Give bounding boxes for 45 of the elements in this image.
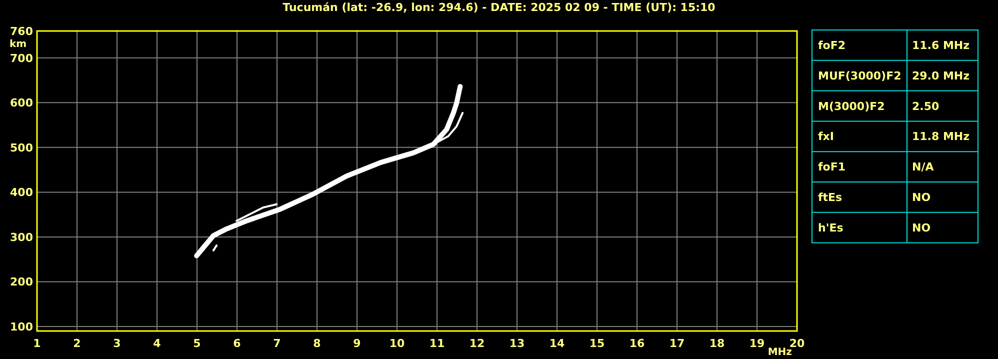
- y-tick-label: 300: [10, 230, 34, 244]
- x-tick-label: 15: [589, 337, 605, 350]
- x-tick-label: 19: [749, 337, 765, 350]
- text: NO: [912, 221, 931, 234]
- y-tick-label: 200: [10, 276, 34, 289]
- y-tick-label: 700: [10, 52, 34, 65]
- x-tick-label: 12: [469, 337, 485, 350]
- category-label: foF2: [818, 39, 846, 52]
- y-tick-label: 100: [10, 320, 34, 334]
- text: 29.0 MHz: [912, 69, 970, 82]
- text: 11.6 MHz: [912, 39, 970, 52]
- category-label: MUF(3000)F2: [818, 69, 902, 82]
- x-tick-label: 16: [629, 337, 645, 350]
- text: 11.8 MHz: [912, 130, 970, 144]
- x-tick-label: 10: [389, 337, 405, 350]
- category-label: ftEs: [818, 191, 842, 204]
- text: N/A: [912, 160, 934, 174]
- x-tick-label: 17: [669, 337, 685, 350]
- y-axis-title: km: [9, 39, 27, 50]
- x-tick-label: 18: [709, 337, 725, 350]
- x-tick-label: 8: [313, 337, 321, 350]
- y-tick-label: 400: [10, 186, 34, 200]
- x-tick-label: 2: [73, 337, 81, 350]
- x-tick-label: 11: [429, 337, 445, 350]
- x-tick-label: 14: [549, 337, 565, 350]
- category-label: foF1: [818, 160, 846, 174]
- x-tick-label: 5: [193, 337, 201, 350]
- text: NO: [912, 191, 931, 204]
- x-axis-title: MHz: [768, 347, 792, 358]
- category-label: M(3000)F2: [818, 100, 885, 113]
- x-tick-label: 20: [789, 337, 805, 350]
- y-tick-label: 500: [10, 141, 34, 154]
- text: 2.50: [912, 100, 940, 113]
- y-tick-label: 600: [10, 96, 34, 110]
- x-tick-label: 13: [509, 337, 525, 350]
- category-label: fxI: [818, 130, 834, 144]
- x-tick-label: 7: [273, 337, 281, 350]
- x-tick-label: 1: [33, 337, 41, 350]
- category-label: h'Es: [818, 221, 844, 234]
- x-tick-label: 3: [113, 337, 121, 350]
- x-tick-label: 9: [353, 337, 361, 350]
- x-tick-label: 6: [233, 337, 242, 350]
- x-tick-label: 4: [153, 337, 162, 350]
- y-tick-label: 760: [10, 25, 34, 38]
- chart-title: Tucumán (lat: -26.9, lon: 294.6) - DATE: 2025 02 09 - TIME (UT): 15:10: [282, 1, 716, 14]
